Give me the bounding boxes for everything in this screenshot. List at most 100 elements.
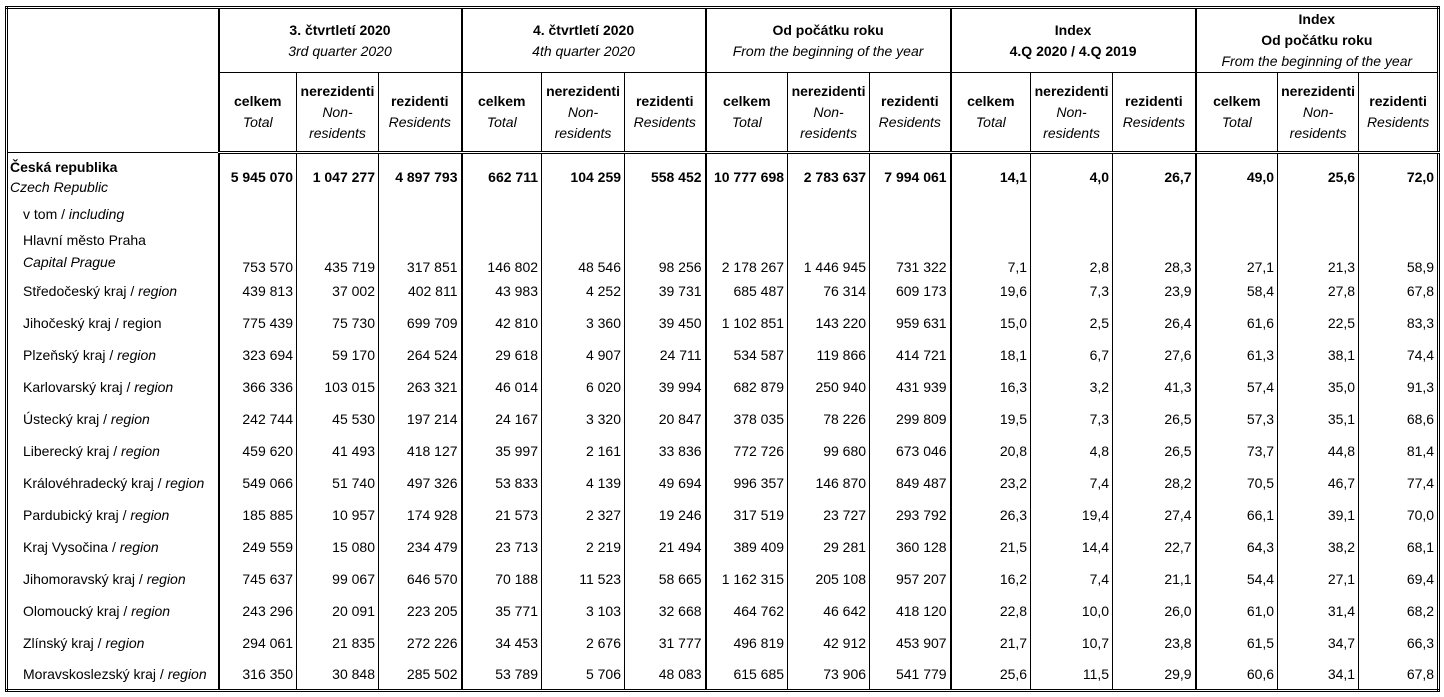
value-cell: 26,5	[1112, 434, 1197, 467]
group-title-line: Od počátku roku	[772, 21, 884, 38]
value-cell: 34,1	[1277, 658, 1360, 691]
value-cell: 2,8	[1030, 226, 1114, 275]
value-cell: 58,4	[1194, 274, 1279, 307]
value-cell: 27,8	[1277, 274, 1360, 307]
value-cell: 389 409	[704, 530, 789, 563]
value-cell: 21,7	[949, 626, 1032, 659]
value-cell	[949, 200, 1032, 227]
value-cell: 68,6	[1358, 402, 1440, 435]
value-cell: 21,5	[949, 530, 1032, 563]
column-subtitle: Total	[975, 114, 1006, 130]
data-row: Česká republika Czech Republic 5 945 070 1 …	[6, 152, 1440, 201]
value-cell: 143 220	[787, 306, 871, 339]
value-cell: 34,7	[1277, 626, 1360, 659]
value-cell: 98 256	[624, 226, 707, 275]
group-header: 4. čtvrtletí 2020 4th quarter 2020	[460, 7, 707, 73]
column-title: celkem	[234, 93, 282, 109]
value-cell	[460, 200, 543, 227]
value-cell: 4,0	[1030, 152, 1114, 201]
data-row: Liberecký kraj / region 459 620 41 493 418 …	[6, 434, 1440, 467]
data-row: Hlavní město Praha Capital Prague 753 570 4…	[6, 226, 1440, 275]
value-cell: 58,9	[1358, 226, 1440, 275]
value-cell: 23 727	[787, 498, 871, 531]
value-cell: 104 259	[541, 152, 626, 201]
value-cell: 2,5	[1030, 306, 1114, 339]
value-cell: 243 296	[217, 594, 297, 627]
value-cell: 185 885	[217, 498, 297, 531]
value-cell: 15 080	[296, 530, 379, 563]
row-label-cs: Ústecký kraj /	[23, 410, 108, 427]
column-header: nerezidenti Non-residents	[1030, 72, 1114, 154]
value-cell: 2 178 267	[704, 226, 789, 275]
value-cell: 34 453	[460, 626, 543, 659]
value-cell: 264 524	[377, 338, 463, 371]
value-cell: 11 523	[541, 562, 626, 595]
value-cell: 45 530	[296, 402, 379, 435]
column-subtitle: Total	[731, 114, 762, 130]
value-cell: 21 573	[460, 498, 543, 531]
value-cell: 78 226	[787, 402, 871, 435]
value-cell	[1358, 200, 1440, 227]
value-cell	[869, 200, 952, 227]
value-cell: 27,1	[1194, 226, 1279, 275]
row-label: Moravskoslezský kraj / region	[6, 658, 219, 691]
column-subtitle: Non-residents	[554, 103, 612, 141]
value-cell: 234 479	[377, 530, 463, 563]
value-cell: 23,2	[949, 466, 1032, 499]
value-cell: 76 314	[787, 274, 871, 307]
group-title-line: Index	[1298, 11, 1336, 27]
value-cell: 959 631	[869, 306, 952, 339]
value-cell: 38,1	[1277, 338, 1360, 371]
header-row: 3. čtvrtletí 2020 3rd quarter 2020 4. čtvr…	[6, 7, 1440, 153]
group-title-line: 3. čtvrtletí 2020	[289, 21, 391, 38]
value-cell: 558 452	[624, 152, 707, 201]
value-cell: 7,3	[1030, 274, 1114, 307]
value-cell: 323 694	[217, 338, 297, 371]
row-label: Zlínský kraj / region	[6, 626, 219, 659]
column-header: nerezidenti Non-residents	[1277, 72, 1360, 154]
value-cell: 57,3	[1194, 402, 1279, 435]
value-cell: 42 912	[787, 626, 871, 659]
value-cell: 699 709	[377, 306, 463, 339]
value-cell: 26,3	[949, 498, 1032, 531]
value-cell: 22,7	[1112, 530, 1197, 563]
value-cell: 317 519	[704, 498, 789, 531]
column-subtitle: Total	[486, 114, 517, 130]
column-subtitle: Non-residents	[309, 103, 366, 141]
group-header: Index 4.Q 2020 / 4.Q 2019	[949, 7, 1197, 73]
value-cell: 61,3	[1194, 338, 1279, 371]
value-cell	[624, 200, 707, 227]
value-cell: 3,2	[1030, 370, 1114, 403]
value-cell: 541 779	[869, 658, 952, 691]
value-cell: 2 676	[541, 626, 626, 659]
value-cell: 10,0	[1030, 594, 1114, 627]
value-cell: 26,0	[1112, 594, 1197, 627]
row-label-cs: Středočeský kraj /	[23, 282, 135, 299]
value-cell: 317 851	[377, 226, 463, 275]
value-cell: 74,4	[1358, 338, 1440, 371]
column-header: celkem Total	[460, 72, 543, 154]
data-row: Pardubický kraj / region 185 885 10 957 174…	[6, 498, 1440, 531]
value-cell: 431 939	[869, 370, 952, 403]
value-cell: 23,8	[1112, 626, 1197, 659]
value-cell	[704, 200, 789, 227]
value-cell: 28,3	[1112, 226, 1197, 275]
value-cell: 2 161	[541, 434, 626, 467]
value-cell: 20,8	[949, 434, 1032, 467]
value-cell: 3 103	[541, 594, 626, 627]
value-cell: 21 494	[624, 530, 707, 563]
column-header: nerezidenti Non-residents	[787, 72, 871, 154]
value-cell: 1 102 851	[704, 306, 789, 339]
value-cell: 25,6	[949, 658, 1032, 691]
value-cell: 7,4	[1030, 466, 1114, 499]
row-label: Plzeňský kraj / region	[6, 338, 219, 371]
value-cell: 53 833	[460, 466, 543, 499]
column-title: rezidenti	[881, 93, 939, 109]
value-cell: 68,1	[1358, 530, 1440, 563]
value-cell: 61,6	[1194, 306, 1279, 339]
value-cell: 67,8	[1358, 658, 1440, 691]
value-cell: 7,1	[949, 226, 1032, 275]
value-cell: 20 091	[296, 594, 379, 627]
value-cell: 7,4	[1030, 562, 1114, 595]
